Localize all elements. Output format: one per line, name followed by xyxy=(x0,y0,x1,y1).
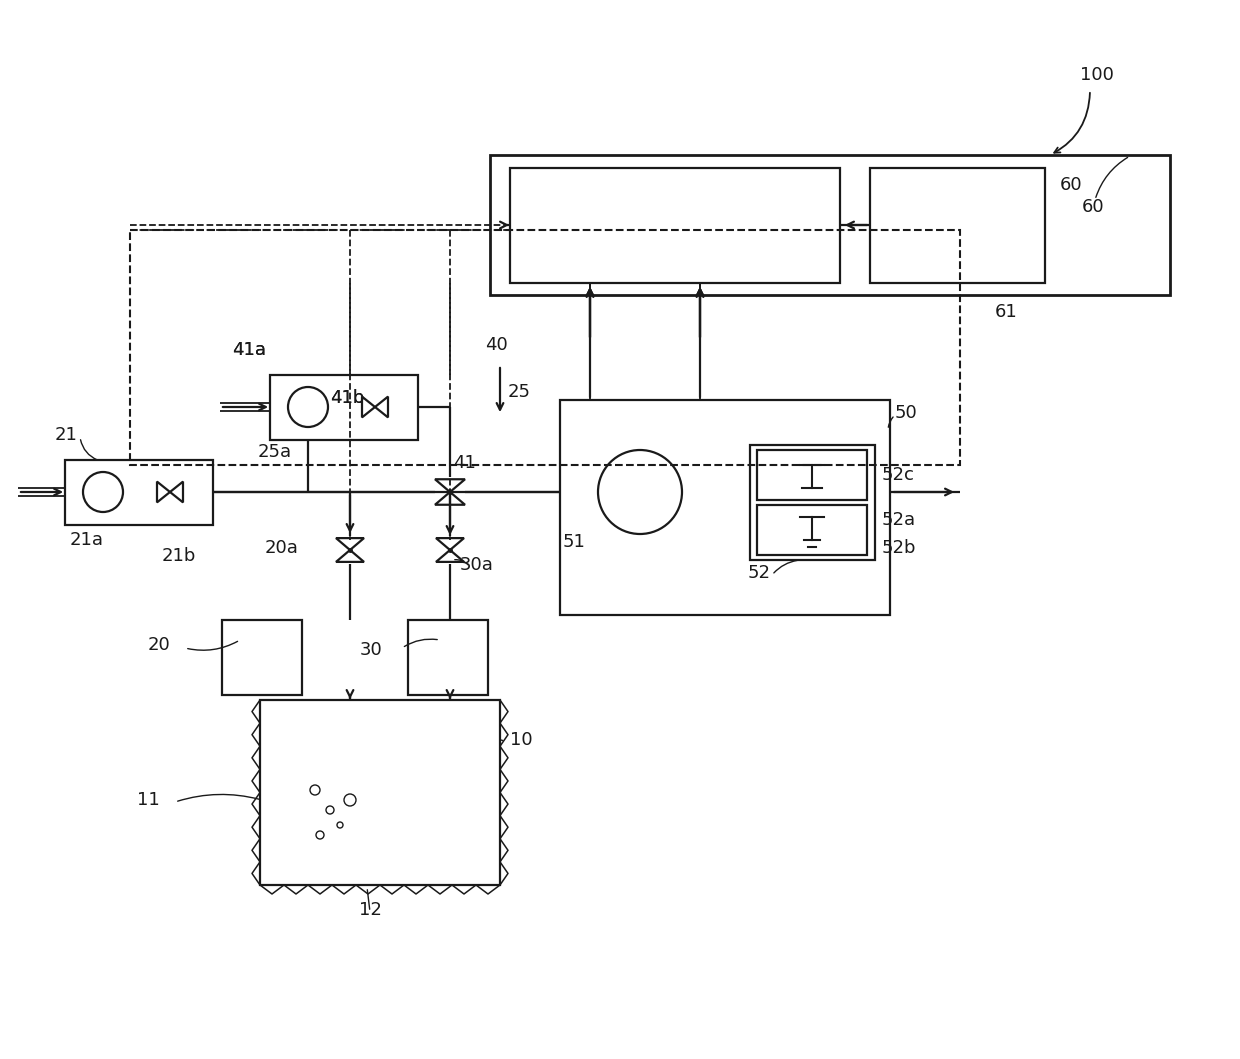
Bar xyxy=(756,450,867,500)
Text: 25a: 25a xyxy=(258,443,293,461)
Text: 52: 52 xyxy=(748,564,771,582)
Bar xyxy=(270,375,418,439)
Text: 52a: 52a xyxy=(882,511,916,530)
Bar xyxy=(750,445,875,560)
Text: 60: 60 xyxy=(1083,198,1105,216)
Text: 52c: 52c xyxy=(882,466,915,484)
Text: 20a: 20a xyxy=(265,539,299,557)
Text: 30: 30 xyxy=(360,641,383,659)
Text: 30a: 30a xyxy=(460,556,494,574)
Bar xyxy=(222,620,303,695)
Bar xyxy=(260,700,500,885)
Text: 21: 21 xyxy=(55,426,78,444)
Text: 20: 20 xyxy=(148,636,171,654)
Text: 21b: 21b xyxy=(162,548,196,566)
Bar xyxy=(756,505,867,555)
Text: 40: 40 xyxy=(485,336,507,354)
Text: 100: 100 xyxy=(1080,66,1114,84)
Text: 52b: 52b xyxy=(882,539,916,557)
Text: 60: 60 xyxy=(1060,176,1083,194)
Text: 41a: 41a xyxy=(232,341,267,359)
Text: 61: 61 xyxy=(994,303,1018,321)
Text: 41: 41 xyxy=(453,454,476,472)
Text: 51: 51 xyxy=(563,533,585,551)
Bar xyxy=(64,460,213,525)
Text: 10: 10 xyxy=(510,731,533,749)
Bar xyxy=(560,400,890,615)
Bar xyxy=(490,155,1171,295)
Text: 41b: 41b xyxy=(330,389,365,407)
Text: 11: 11 xyxy=(136,791,160,809)
Text: 12: 12 xyxy=(358,901,382,919)
Bar xyxy=(510,168,839,283)
Text: 50: 50 xyxy=(895,403,918,421)
Text: 41b: 41b xyxy=(330,389,365,407)
Bar xyxy=(870,168,1045,283)
Text: 21a: 21a xyxy=(69,531,104,549)
Text: 41a: 41a xyxy=(232,341,267,359)
Text: 25: 25 xyxy=(508,383,531,401)
Bar xyxy=(408,620,489,695)
Bar xyxy=(130,230,960,465)
